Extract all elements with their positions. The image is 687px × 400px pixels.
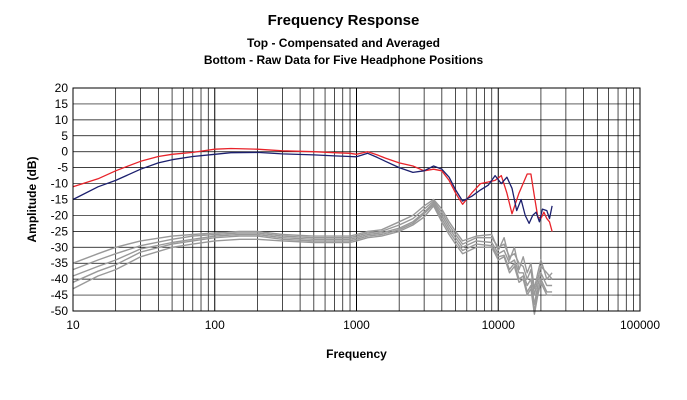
raw-data-line bbox=[72, 201, 553, 306]
y-tick-label: -5 bbox=[57, 161, 68, 175]
y-tick-label: -15 bbox=[51, 193, 69, 207]
y-tick-label: 0 bbox=[61, 145, 68, 159]
compensated-line bbox=[72, 151, 553, 225]
x-tick-label: 100 bbox=[205, 318, 225, 332]
y-tick-label: -45 bbox=[51, 288, 69, 302]
y-tick-label: 15 bbox=[55, 97, 69, 111]
chart-grid bbox=[72, 87, 640, 312]
y-tick-label: 5 bbox=[61, 129, 68, 143]
raw-data-line bbox=[72, 198, 553, 290]
chart-title: Frequency Response bbox=[267, 12, 420, 29]
raw-data-line bbox=[72, 205, 553, 315]
raw-data-line bbox=[72, 200, 553, 296]
y-axis-label: Amplitude (dB) bbox=[25, 157, 39, 243]
x-axis-label: Frequency bbox=[326, 347, 387, 361]
y-tick-label: -35 bbox=[51, 256, 69, 270]
chart-series bbox=[72, 147, 553, 315]
y-tick-label: -10 bbox=[51, 177, 69, 191]
x-tick-labels: 10 100 1000 10000 100000 bbox=[66, 318, 660, 332]
y-tick-label: 20 bbox=[55, 81, 69, 95]
y-tick-label: -30 bbox=[51, 240, 69, 254]
x-tick-label: 10 bbox=[66, 318, 80, 332]
x-tick-label: 1000 bbox=[343, 318, 370, 332]
y-tick-label: 10 bbox=[55, 113, 69, 127]
y-tick-labels: 20 15 10 5 0 -5 -10 -15-20 -25 -30 -35 -40 -45 -50 bbox=[51, 81, 69, 318]
x-tick-label: 100000 bbox=[620, 318, 660, 332]
y-tick-label: -20 bbox=[51, 208, 69, 222]
compensated-line bbox=[72, 147, 553, 232]
plot-frame bbox=[72, 87, 641, 312]
y-tick-label: -50 bbox=[51, 304, 69, 318]
y-tick-label: -25 bbox=[51, 224, 69, 238]
chart-subtitle-bottom: Bottom - Raw Data for Five Headphone Pos… bbox=[203, 53, 484, 67]
chart-subtitle-top: Top - Compensated and Averaged bbox=[247, 36, 440, 50]
x-tick-label: 10000 bbox=[482, 318, 516, 332]
raw-data-line bbox=[72, 203, 553, 312]
y-tick-label: -40 bbox=[51, 272, 69, 286]
